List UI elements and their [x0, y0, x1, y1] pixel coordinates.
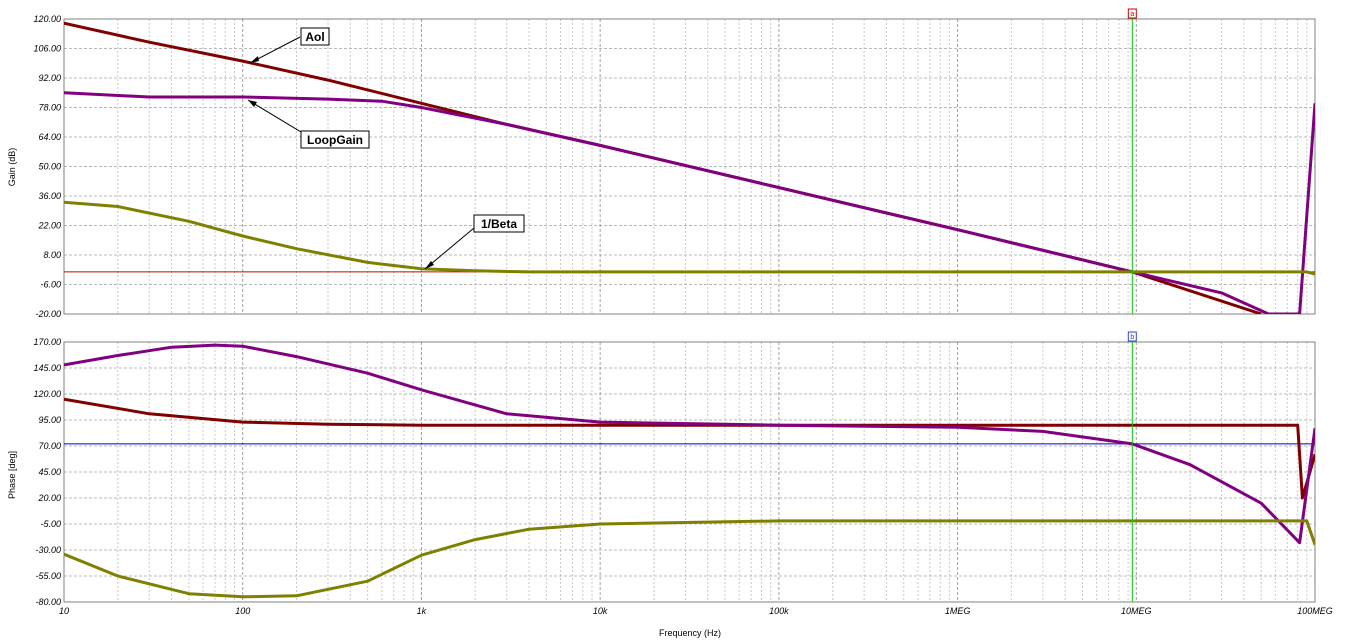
- x-tick-label: 100: [235, 606, 250, 616]
- x-tick-label: 10k: [593, 606, 608, 616]
- y-tick-label: 170.00: [33, 337, 61, 347]
- cursor-marker-label: a: [1130, 11, 1134, 18]
- y-tick-label: -20.00: [35, 309, 61, 319]
- y-tick-label: 20.00: [37, 493, 61, 503]
- annotation-aol: Aol: [249, 27, 330, 64]
- series-line-1beta: [64, 519, 1315, 599]
- frequency-axis-label: Frequency (Hz): [659, 628, 721, 638]
- x-tick-label: 1k: [417, 606, 427, 616]
- plot-frame: [63, 341, 1316, 603]
- y-tick-label: -30.00: [35, 545, 61, 555]
- annotation-loopgain-text: LoopGain: [307, 133, 363, 147]
- y-tick-label: 45.00: [38, 467, 61, 477]
- y-tick-label: 70.00: [38, 441, 61, 451]
- series-line-loopgain: [64, 343, 1315, 545]
- cursor-marker[interactable]: [1127, 331, 1137, 342]
- y-tick-label: -5.00: [40, 519, 61, 529]
- y-tick-label: 120.00: [33, 14, 61, 24]
- series-line-loopgain: [64, 91, 1315, 314]
- y-tick-label: 50.00: [38, 162, 61, 172]
- y-tick-label: 36.00: [38, 191, 61, 201]
- annotation-loopgain: LoopGain: [247, 99, 370, 149]
- y-tick-label: -6.00: [40, 280, 61, 290]
- y-tick-label: 78.00: [38, 103, 61, 113]
- phase-axis-label: Phase [deg]: [7, 451, 17, 499]
- y-tick-label: 106.00: [33, 44, 61, 54]
- plot-frame: [63, 18, 1316, 315]
- x-tick-label: 100k: [769, 606, 789, 616]
- series-line-1beta: [64, 200, 1315, 276]
- y-tick-label: 22.00: [37, 221, 61, 231]
- y-tick-label: -80.00: [35, 597, 61, 607]
- gain-axis-label: Gain (dB): [7, 148, 17, 187]
- y-tick-label: 120.00: [33, 389, 61, 399]
- x-tick-label: 10: [59, 606, 69, 616]
- series-line-aol: [64, 397, 1315, 500]
- x-tick-label: 1MEG: [945, 606, 971, 616]
- y-tick-label: 95.00: [38, 415, 61, 425]
- gain-panel: 120.00 106.00 92.00 78.00 64.00 50.00 36.00 22.…: [33, 8, 1316, 319]
- phase-panel: 170.00 145.00 120.00 95.00 70.00 45.00 20.00 -5…: [33, 331, 1333, 616]
- cursor-marker-label: b: [1130, 334, 1134, 341]
- annotation-beta: 1/Beta: [424, 214, 525, 270]
- annotation-aol-text: Aol: [305, 30, 324, 44]
- y-tick-label: -55.00: [35, 571, 61, 581]
- y-tick-label: 145.00: [33, 363, 61, 373]
- x-tick-label: 10MEG: [1121, 606, 1152, 616]
- y-tick-label: 64.00: [38, 132, 61, 142]
- annotation-beta-text: 1/Beta: [481, 217, 517, 231]
- y-tick-label: 92.00: [38, 73, 61, 83]
- y-tick-label: 8.00: [43, 250, 61, 260]
- series-line-aol: [64, 21, 1262, 314]
- x-tick-label: 100MEG: [1297, 606, 1333, 616]
- cursor-marker[interactable]: [1127, 8, 1137, 19]
